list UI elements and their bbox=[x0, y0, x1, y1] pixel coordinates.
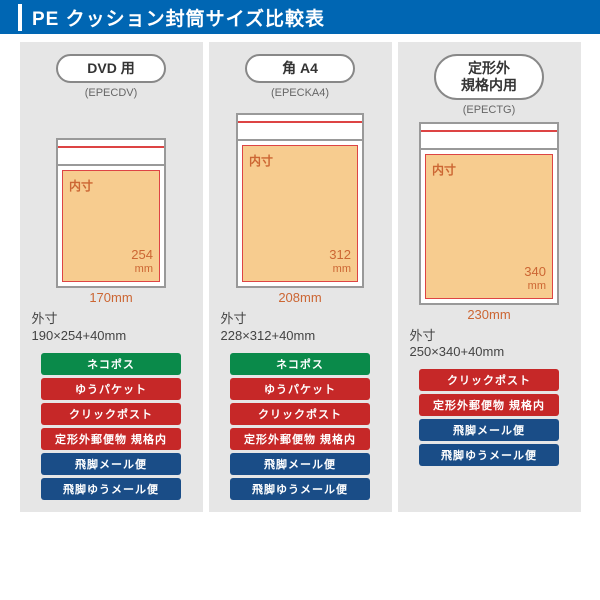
outer-dims-value: 228×312+40mm bbox=[221, 328, 316, 343]
shipping-badges: ネコポスゆうパケットクリックポスト定形外郵便物 規格内飛脚メール便飛脚ゆうメール… bbox=[230, 353, 370, 500]
shipping-badge: クリックポスト bbox=[41, 403, 181, 425]
outer-label: 外寸 bbox=[410, 328, 436, 343]
inner-width-value: 170mm bbox=[89, 290, 132, 305]
shipping-badge: ゆうパケット bbox=[230, 378, 370, 400]
inner-height-unit: mm bbox=[131, 263, 153, 275]
envelope-diagram: 内寸 340mm bbox=[419, 122, 559, 305]
shipping-badge: クリックポスト bbox=[230, 403, 370, 425]
shipping-badge: クリックポスト bbox=[419, 369, 559, 391]
shipping-badge: ネコポス bbox=[230, 353, 370, 375]
column-2: 定形外規格内用 (EPECTG) 内寸 340mm 230mm 外寸250×340+40m… bbox=[398, 42, 581, 512]
inner-height-unit: mm bbox=[524, 280, 546, 292]
outer-dimensions: 外寸250×340+40mm bbox=[410, 328, 505, 362]
envelope-inner: 内寸 340mm bbox=[425, 154, 553, 299]
inner-height-value: 312mm bbox=[329, 248, 351, 274]
page-title: PE クッション封筒サイズ比較表 bbox=[18, 4, 325, 31]
inner-dimension-label: 内寸 bbox=[249, 152, 273, 169]
outer-label: 外寸 bbox=[221, 311, 247, 326]
envelope-flap-line bbox=[421, 130, 557, 132]
envelope-flap bbox=[238, 115, 362, 141]
envelope-flap-line bbox=[58, 146, 164, 148]
comparison-columns: DVD 用 (EPECDV) 内寸 254mm 170mm 外寸 190×254+40mm ネ… bbox=[0, 34, 600, 512]
envelope-flap bbox=[58, 140, 164, 166]
inner-dimension-label: 内寸 bbox=[69, 177, 93, 194]
outer-label: 外寸 bbox=[32, 311, 58, 326]
envelope-diagram: 内寸 312mm bbox=[236, 113, 364, 288]
shipping-badge: 飛脚メール便 bbox=[41, 453, 181, 475]
shipping-badges: クリックポスト定形外郵便物 規格内飛脚メール便飛脚ゆうメール便 bbox=[419, 369, 559, 466]
inner-height-value: 254mm bbox=[131, 248, 153, 274]
shipping-badge: 定形外郵便物 規格内 bbox=[230, 428, 370, 450]
outer-dimensions: 外寸 190×254+40mm bbox=[32, 311, 127, 345]
envelope-area: 内寸 254mm 170mm bbox=[28, 105, 195, 305]
product-code: (EPECDV) bbox=[85, 87, 138, 99]
inner-dimension-label: 内寸 bbox=[432, 161, 456, 178]
size-title: 角 A4 bbox=[245, 54, 355, 83]
outer-dims-value: 250×340+40mm bbox=[410, 344, 505, 359]
shipping-badge: ゆうパケット bbox=[41, 378, 181, 400]
envelope-area: 内寸 312mm 208mm bbox=[217, 105, 384, 305]
outer-dimensions: 外寸 228×312+40mm bbox=[221, 311, 316, 345]
column-0: DVD 用 (EPECDV) 内寸 254mm 170mm 外寸 190×254+40mm ネ… bbox=[20, 42, 203, 512]
envelope-area: 内寸 340mm 230mm bbox=[406, 122, 573, 322]
shipping-badge: 定形外郵便物 規格内 bbox=[419, 394, 559, 416]
shipping-badge: 飛脚ゆうメール便 bbox=[230, 478, 370, 500]
size-title: 定形外規格内用 bbox=[434, 54, 544, 100]
column-1: 角 A4 (EPECKA4) 内寸 312mm 208mm 外寸 228×312+40mm ネ… bbox=[209, 42, 392, 512]
shipping-badge: 飛脚メール便 bbox=[230, 453, 370, 475]
product-code: (EPECKA4) bbox=[271, 87, 329, 99]
shipping-badge: 飛脚ゆうメール便 bbox=[41, 478, 181, 500]
inner-height-unit: mm bbox=[329, 263, 351, 275]
size-title-line2: 規格内用 bbox=[454, 77, 524, 94]
shipping-badge: ネコポス bbox=[41, 353, 181, 375]
envelope-flap bbox=[421, 124, 557, 150]
envelope-flap-line bbox=[238, 121, 362, 123]
product-code: (EPECTG) bbox=[463, 104, 516, 116]
size-title: DVD 用 bbox=[56, 54, 166, 83]
header-bar: PE クッション封筒サイズ比較表 bbox=[0, 0, 600, 34]
envelope-diagram: 内寸 254mm bbox=[56, 138, 166, 288]
inner-width-value: 230mm bbox=[467, 307, 510, 322]
shipping-badge: 飛脚メール便 bbox=[419, 419, 559, 441]
inner-width-value: 208mm bbox=[278, 290, 321, 305]
shipping-badge: 定形外郵便物 規格内 bbox=[41, 428, 181, 450]
shipping-badges: ネコポスゆうパケットクリックポスト定形外郵便物 規格内飛脚メール便飛脚ゆうメール… bbox=[41, 353, 181, 500]
outer-dims-value: 190×254+40mm bbox=[32, 328, 127, 343]
inner-height-value: 340mm bbox=[524, 265, 546, 291]
envelope-inner: 内寸 254mm bbox=[62, 170, 160, 282]
shipping-badge: 飛脚ゆうメール便 bbox=[419, 444, 559, 466]
envelope-inner: 内寸 312mm bbox=[242, 145, 358, 282]
